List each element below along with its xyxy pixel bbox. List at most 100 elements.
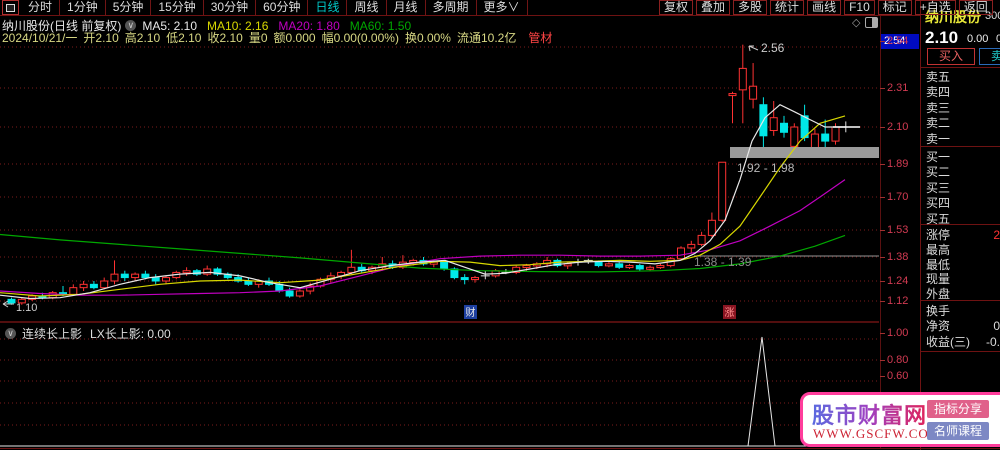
- watermark-banner: 股市财富网 WWW.GSCFW.COM 指标分享 名师课程: [800, 392, 1000, 447]
- info2-row-0[interactable]: 换手: [921, 304, 1000, 319]
- detail-field-5: 额0.000: [273, 31, 316, 45]
- axis-label: 1.89: [887, 158, 909, 170]
- period-tab-0[interactable]: 分时: [21, 0, 61, 15]
- action-button-4[interactable]: 画线: [807, 0, 842, 15]
- indicator-value: LX长上影: 0.00: [90, 327, 171, 341]
- buy-level-4-label: 买四: [926, 196, 951, 211]
- chart-title: 纳川股份(日线 前复权): [2, 19, 122, 33]
- period-tab-6[interactable]: 日线: [308, 0, 348, 15]
- ma-line-ma5: [0, 103, 845, 300]
- resistance-band: [730, 147, 879, 158]
- diamond-icon[interactable]: ◇: [852, 17, 861, 29]
- panel-last-price: 2.10: [925, 28, 959, 47]
- indicator-spike: [747, 336, 776, 447]
- axis-tick: [880, 127, 885, 128]
- candlestick-series: [7, 44, 851, 305]
- action-button-2[interactable]: 多股: [733, 0, 768, 15]
- action-button-0[interactable]: 复权: [659, 0, 694, 15]
- detail-field-4: 量0: [248, 31, 268, 45]
- axis-label: 2.10: [887, 121, 909, 133]
- action-menu: 复权 叠加 多股 统计 画线 F10 标记 +自选 返回: [659, 0, 996, 15]
- period-tab-10[interactable]: 更多∨: [477, 0, 528, 15]
- info-row-3[interactable]: 现量: [921, 272, 1000, 287]
- axis-tick: [880, 197, 885, 198]
- axis-tick: [880, 41, 885, 42]
- sell-level-1[interactable]: 卖一: [921, 132, 1000, 147]
- stock-info-bar: 纳川股份(日线 前复权) ∨ MA5: 2.10 MA10: 2.16 MA20: …: [2, 17, 421, 34]
- detail-field-8: 流通10.2亿: [456, 31, 517, 45]
- info2-row-2-value: -0.: [985, 334, 1000, 349]
- detail-bar: 2024/10/21/一 开2.10 高2.10 低2.10 收2.10 量0 额0.00…: [2, 29, 558, 46]
- panel-stock-name[interactable]: 纳川股份: [925, 9, 981, 25]
- period-tab-1[interactable]: 1分钟: [60, 0, 106, 15]
- axis-label: 2.54: [887, 35, 909, 47]
- axis-tick: [880, 333, 885, 334]
- action-button-8[interactable]: 返回: [958, 0, 993, 15]
- action-button-7[interactable]: +自选: [914, 0, 956, 15]
- info-row-1[interactable]: 最高: [921, 243, 1000, 258]
- indicator-name[interactable]: 连续长上影: [22, 327, 83, 341]
- sell-level-4[interactable]: 卖四: [921, 85, 1000, 100]
- watermark-url: WWW.GSCFW.COM: [813, 426, 942, 441]
- info-row-2[interactable]: 最低: [921, 258, 1000, 273]
- indicator-collapse-icon[interactable]: ∨: [5, 328, 16, 339]
- sell-level-2[interactable]: 卖二: [921, 116, 1000, 131]
- annotations: 2.56 1.10 1.92 - 1.98 1.38 - 1.39: [2, 41, 795, 314]
- ma-line-ma60: [0, 233, 846, 273]
- detail-field-7: 换0.00%: [404, 31, 451, 45]
- info2-row-0-label: 换手: [926, 304, 951, 318]
- ma-info: MA5: 2.10 MA10: 2.16 MA20: 1.80 MA60: 1.50: [142, 19, 421, 33]
- detail-field-0: 开2.10: [83, 31, 119, 45]
- info2-row-1[interactable]: 净资 0: [921, 319, 1000, 334]
- axis-label: 2.31: [887, 82, 909, 94]
- period-tab-8[interactable]: 月线: [387, 0, 426, 15]
- buy-button[interactable]: 买入: [927, 48, 975, 65]
- window-split-icon[interactable]: [865, 17, 879, 28]
- period-tab-4[interactable]: 30分钟: [204, 0, 257, 15]
- sell-level-5[interactable]: 卖五: [921, 70, 1000, 85]
- svg-text:2.56: 2.56: [761, 41, 785, 55]
- info2-row-1-label: 净资: [926, 319, 951, 334]
- period-tab-3[interactable]: 15分钟: [151, 0, 204, 15]
- main-chart-canvas[interactable]: 2.56 1.10 1.92 - 1.98 1.38 - 1.39 财 涨: [0, 0, 880, 450]
- watermark-title: 股市财富网: [812, 398, 927, 430]
- info2-row-2[interactable]: 收益(三) -0.: [921, 335, 1000, 350]
- ma-value-0: MA5: 2.10: [142, 18, 198, 33]
- app-logo-icon[interactable]: [2, 0, 19, 15]
- info2-row-2-label: 收益(三): [926, 334, 970, 349]
- axis-tick: [880, 230, 885, 231]
- axis-tick: [880, 360, 885, 361]
- period-tab-9[interactable]: 多周期: [426, 0, 477, 15]
- period-tab-2[interactable]: 5分钟: [106, 0, 152, 15]
- period-tab-7[interactable]: 周线: [347, 0, 387, 15]
- panel-stock-code: 300: [985, 10, 1000, 22]
- buy-level-3[interactable]: 买三: [921, 181, 1000, 196]
- sell-button[interactable]: 卖出: [979, 48, 1000, 65]
- svg-text:1.38 - 1.39: 1.38 - 1.39: [694, 255, 752, 269]
- buy-level-1[interactable]: 买一: [921, 150, 1000, 165]
- sell-level-3[interactable]: 卖三: [921, 101, 1000, 116]
- chevron-down-icon[interactable]: ∨: [125, 20, 137, 31]
- buy-level-5-label: 买五: [926, 211, 951, 226]
- price-axis: 2.54 2.54 2.31 2.10 1.89 1.70 1.53 1.38 1.24 1.1…: [880, 0, 920, 450]
- industry-tag[interactable]: 管材: [528, 31, 553, 45]
- info-row-4[interactable]: 外盘: [921, 287, 1000, 302]
- ma-value-1: MA10: 2.16: [207, 18, 269, 33]
- axis-tick: [880, 376, 885, 377]
- action-button-5[interactable]: F10: [844, 0, 875, 15]
- period-tab-5[interactable]: 60分钟: [256, 0, 309, 15]
- event-badge-1[interactable]: 涨: [723, 305, 736, 319]
- buy-level-4[interactable]: 买四: [921, 196, 1000, 211]
- indicator-header: ∨ 连续长上影 LX长上影: 0.00: [5, 325, 171, 342]
- info-row-3-label: 现量: [926, 272, 951, 287]
- action-button-1[interactable]: 叠加: [696, 0, 731, 15]
- action-button-6[interactable]: 标记: [877, 0, 912, 15]
- event-badge-0[interactable]: 财: [464, 305, 477, 319]
- action-button-3[interactable]: 统计: [770, 0, 805, 15]
- axis-label: 1.12: [887, 295, 909, 307]
- buy-level-5[interactable]: 买五: [921, 212, 1000, 227]
- menu-separator: [0, 15, 920, 16]
- buy-level-2[interactable]: 买二: [921, 165, 1000, 180]
- info-row-0[interactable]: 涨停 2: [921, 228, 1000, 243]
